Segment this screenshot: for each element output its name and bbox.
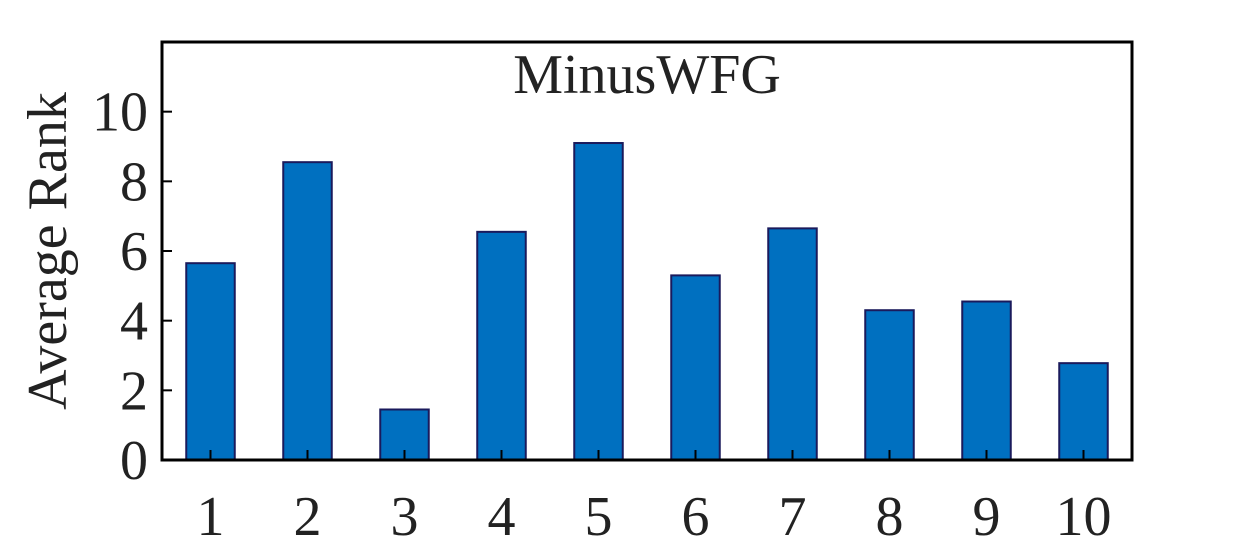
x-tick-label: 10 [1056, 486, 1112, 547]
x-tick-label: 3 [391, 486, 419, 547]
y-tick-labels: 0 2 4 6 8 10 [92, 82, 148, 492]
y-tick-label: 0 [120, 430, 148, 492]
x-tick-label: 5 [585, 486, 613, 547]
y-axis-label: Average Rank [17, 92, 79, 410]
bars-group [185, 142, 1109, 462]
y-tick-label: 10 [92, 82, 148, 144]
x-tick-label: 1 [197, 486, 225, 547]
bar-4 [476, 230, 527, 461]
x-tick-label: 7 [779, 486, 807, 547]
x-tick-label: 2 [294, 486, 322, 547]
plot-frame [160, 40, 1134, 462]
bar-2 [282, 161, 333, 462]
y-tick-label: 2 [120, 360, 148, 422]
chart-title: MinusWFG [513, 44, 781, 106]
bar-9 [961, 300, 1012, 461]
x-tick-label: 9 [973, 486, 1001, 547]
y-tick-label: 6 [120, 221, 148, 283]
bar-1 [185, 262, 236, 462]
x-tick-label: 6 [682, 486, 710, 547]
bar-8 [864, 309, 915, 462]
y-tick-label: 8 [120, 151, 148, 213]
x-tick-marks [209, 450, 1085, 460]
bar-6 [670, 274, 721, 461]
bar-7 [767, 227, 818, 461]
bar-5 [573, 142, 624, 461]
x-tick-label: 8 [876, 486, 904, 547]
x-tick-labels: 1 2 3 4 5 6 7 8 9 10 [197, 486, 1112, 547]
y-tick-label: 4 [120, 291, 148, 353]
bar-10 [1058, 362, 1109, 461]
x-tick-label: 4 [488, 486, 516, 547]
